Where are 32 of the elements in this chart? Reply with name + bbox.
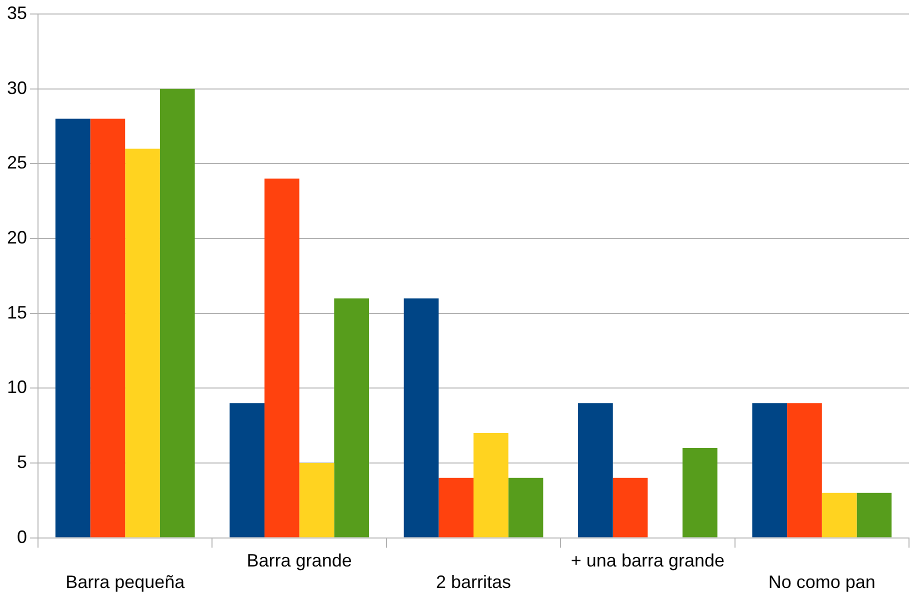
bar: [822, 492, 857, 538]
bar: [438, 478, 474, 538]
bar: [264, 178, 300, 538]
bar: [90, 118, 126, 538]
bar: [787, 403, 822, 538]
bar: [404, 298, 439, 538]
y-tick-label: 5: [17, 452, 28, 472]
bar: [299, 462, 334, 538]
bar: [55, 118, 90, 538]
bar: [508, 478, 544, 538]
bar: [125, 148, 160, 538]
x-tick-label: Barra pequeña: [66, 572, 186, 592]
y-tick-label: 10: [6, 377, 28, 398]
x-tick-label: Barra grande: [246, 550, 352, 571]
bar: [160, 88, 195, 538]
y-tick-label: 25: [6, 152, 28, 173]
x-tick-label: + una barra grande: [570, 550, 725, 571]
y-tick-label: 20: [6, 227, 28, 248]
bar: [856, 492, 892, 538]
bar: [612, 478, 648, 538]
y-tick-label: 30: [6, 78, 28, 98]
bar: [334, 298, 369, 538]
bar: [682, 448, 718, 538]
y-tick-label: 0: [17, 526, 28, 547]
bar: [230, 403, 264, 538]
bar: [752, 403, 788, 538]
y-tick-label: 35: [6, 2, 28, 23]
x-tick-label: No como pan: [768, 572, 876, 592]
bar: [578, 403, 613, 538]
x-tick-label: 2 barritas: [436, 572, 512, 592]
bar: [474, 433, 508, 538]
y-tick-label: 15: [6, 302, 28, 322]
